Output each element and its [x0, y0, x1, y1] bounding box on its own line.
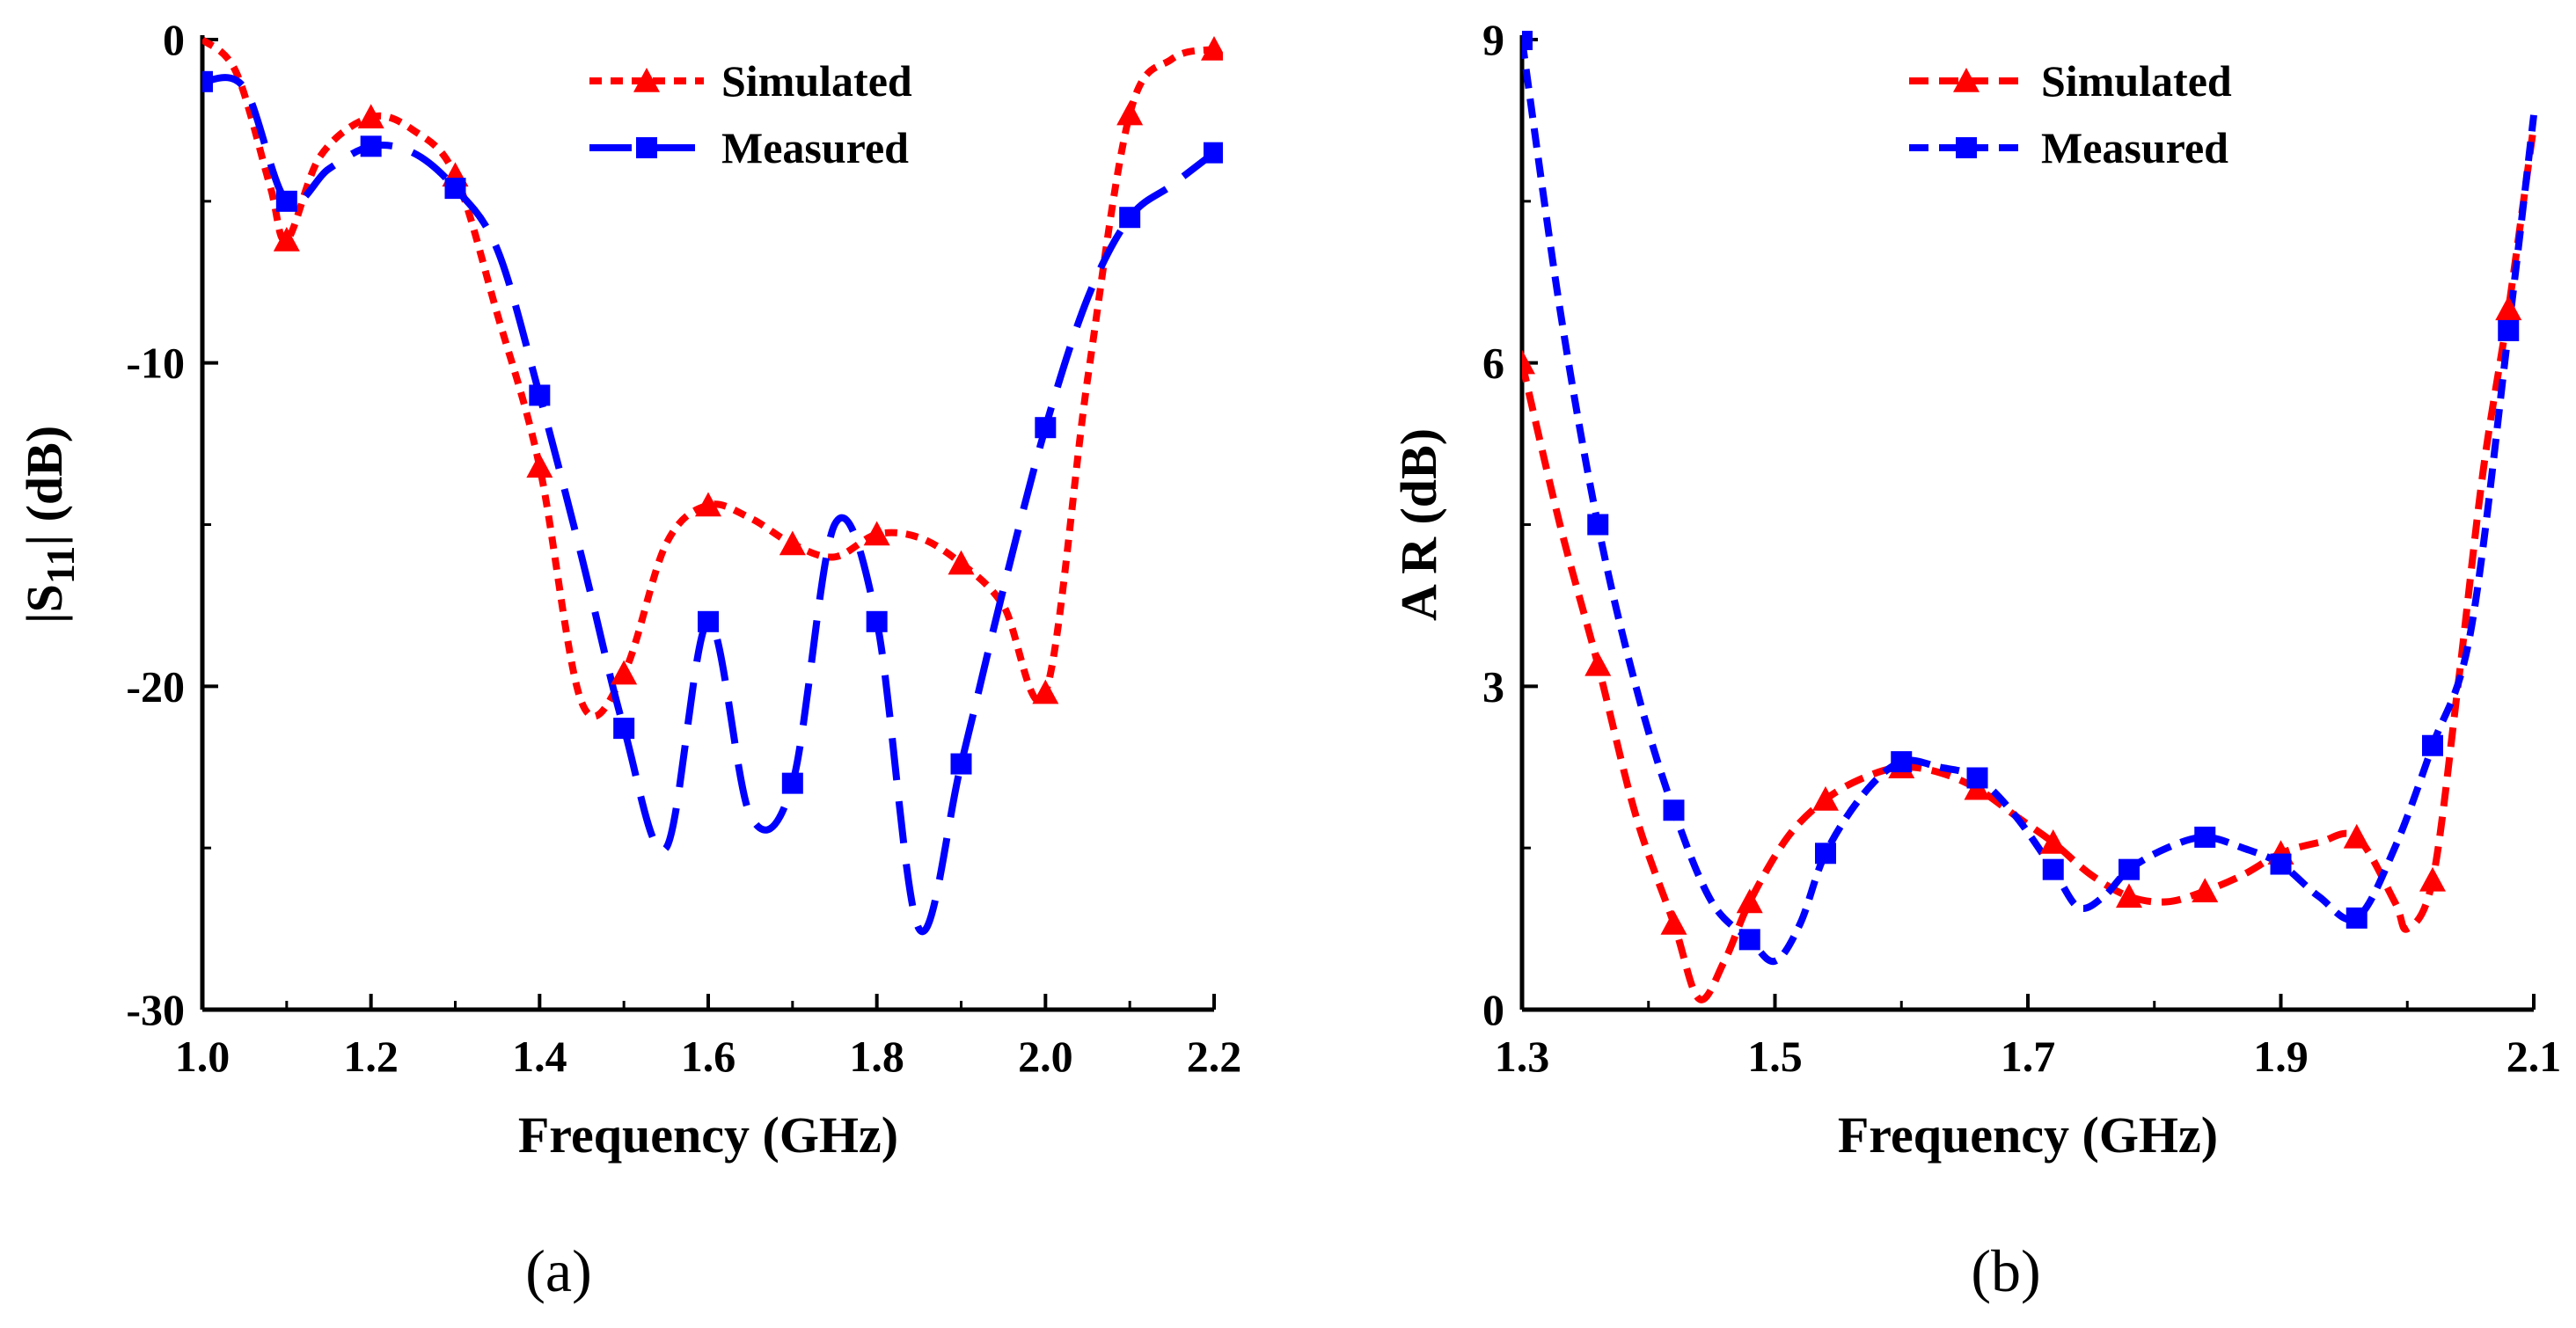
y-tick-label: 6	[1482, 339, 1504, 388]
x-tick-label: 1.5	[1747, 1032, 1803, 1081]
data-point-simulated	[863, 521, 890, 546]
legend-marker-measured	[1956, 137, 1977, 158]
data-point-measured	[613, 718, 635, 740]
x-tick-label: 1.6	[681, 1032, 736, 1081]
y-tick-label: -20	[126, 661, 185, 711]
data-point-simulated	[2419, 866, 2446, 892]
data-point-measured	[1815, 843, 1836, 865]
x-tick-label: 1.0	[175, 1032, 231, 1081]
legend: Simulated Measured	[1909, 56, 2232, 172]
panel-label: (a)	[525, 1237, 591, 1304]
data-point-measured	[1891, 751, 1913, 773]
legend-marker-measured	[636, 137, 657, 158]
data-point-simulated	[1032, 679, 1059, 704]
data-point-measured	[2498, 319, 2520, 341]
x-tick-label: 1.7	[2001, 1032, 2056, 1081]
y-tick-label: -10	[126, 339, 185, 388]
y-tick-label: 0	[1482, 985, 1504, 1034]
series-line-simulated	[202, 36, 1215, 720]
data-point-simulated	[695, 492, 721, 517]
legend-label-measured: Measured	[2041, 123, 2228, 172]
data-point-measured	[2345, 907, 2367, 929]
data-point-measured	[866, 610, 888, 632]
series-line-measured	[202, 74, 1217, 936]
data-point-measured	[781, 772, 803, 794]
data-point-simulated	[273, 226, 300, 252]
data-point-simulated	[948, 550, 975, 575]
data-point-measured	[1035, 417, 1057, 439]
series-line-measured	[1522, 39, 2537, 966]
data-point-measured	[1119, 207, 1141, 229]
y-tick-label: 3	[1482, 661, 1504, 711]
data-point-simulated	[611, 660, 638, 685]
data-point-measured	[2042, 858, 2064, 880]
y-tick-label: 9	[1482, 15, 1504, 64]
x-tick-label: 2.1	[2506, 1032, 2562, 1081]
data-point-simulated	[1201, 36, 1223, 61]
x-tick-label: 1.3	[1495, 1032, 1550, 1081]
data-point-measured	[2194, 826, 2216, 848]
data-point-measured	[1966, 767, 1988, 789]
legend-marker-simulated	[633, 68, 660, 92]
data-point-simulated	[2495, 296, 2522, 321]
data-point-simulated	[526, 453, 553, 478]
y-axis-label: |S11| (dB)	[16, 426, 83, 624]
data-point-measured	[202, 70, 213, 92]
legend-marker-simulated	[1953, 68, 1980, 92]
data-point-simulated	[1736, 888, 1763, 914]
data-point-simulated	[1522, 349, 1535, 375]
legend-label-simulated: Simulated	[2041, 56, 2232, 106]
data-point-measured	[2422, 734, 2443, 756]
data-point-simulated	[1116, 100, 1144, 126]
legend-label-measured: Measured	[721, 123, 909, 172]
data-point-measured	[275, 190, 297, 212]
x-tick-label: 2.0	[1018, 1032, 1073, 1081]
data-point-measured	[1204, 142, 1223, 164]
data-point-measured	[529, 384, 551, 406]
data-point-measured	[1522, 31, 1533, 50]
data-point-simulated	[357, 104, 384, 128]
x-axis-label: Frequency (GHz)	[1838, 1106, 2218, 1164]
data-point-simulated	[1584, 651, 1612, 676]
x-tick-label: 2.2	[1187, 1032, 1242, 1081]
y-tick-label: 0	[163, 15, 185, 64]
data-point-measured	[444, 178, 466, 200]
x-axis-label: Frequency (GHz)	[518, 1106, 898, 1164]
data-point-measured	[1738, 929, 1760, 951]
data-point-measured	[1663, 799, 1685, 821]
data-point-simulated	[2343, 823, 2370, 849]
x-tick-label: 1.8	[849, 1032, 904, 1081]
data-point-measured	[950, 753, 972, 775]
x-tick-label: 1.9	[2253, 1032, 2309, 1081]
data-point-measured	[360, 135, 382, 157]
data-point-measured	[698, 610, 719, 632]
x-tick-label: 1.2	[343, 1032, 399, 1081]
data-point-measured	[2270, 853, 2292, 875]
data-point-simulated	[2039, 829, 2067, 854]
y-tick-label: -30	[126, 985, 185, 1034]
data-point-simulated	[2116, 883, 2142, 908]
data-point-measured	[2119, 858, 2140, 880]
data-point-simulated	[779, 530, 806, 556]
y-axis-label: A R (dB)	[1390, 428, 1447, 621]
data-point-simulated	[1660, 909, 1687, 935]
chart-a-s11: 1.0 1.2 1.4 1.6 1.8 2.0 2.2 -30 -20 -10 0 Frequency…	[16, 15, 1241, 1304]
chart-b-axial-ratio: 1.3 1.5 1.7 1.9 2.1 0 3 6 9 Frequency (GHz) A R (d…	[1390, 15, 2561, 1304]
data-point-measured	[1587, 514, 1609, 536]
data-point-simulated	[2192, 878, 2219, 902]
legend: Simulated Measured	[589, 56, 912, 172]
legend-label-simulated: Simulated	[721, 56, 912, 106]
data-point-simulated	[1812, 786, 1839, 811]
panel-label: (b)	[1971, 1237, 2040, 1304]
x-tick-label: 1.4	[512, 1032, 567, 1081]
